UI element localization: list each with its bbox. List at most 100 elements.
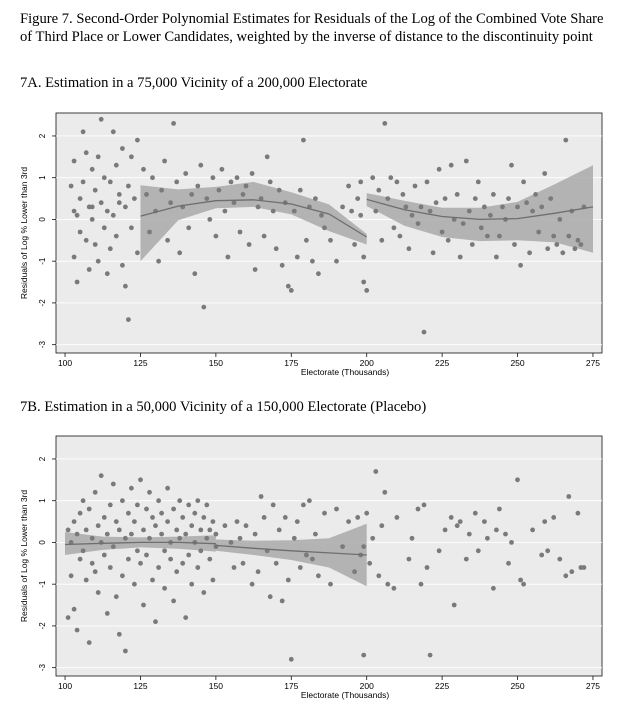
panel-b-data-point <box>294 519 300 524</box>
panel-a-data-point <box>132 196 137 201</box>
panel-a-fit-line-2 <box>366 198 594 221</box>
panel-a-data-point <box>382 121 388 126</box>
panel-a-data-point <box>71 158 77 164</box>
panel-b-data-point <box>509 540 514 545</box>
panel-a-data-point <box>207 217 213 222</box>
panel-b-y-tick-label: 0 <box>38 540 47 545</box>
panel-b-data-point <box>355 515 361 520</box>
panel-a-x-tick-label: 275 <box>586 358 600 368</box>
panel-a-data-point <box>186 225 192 231</box>
panel-b-data-point <box>156 498 162 504</box>
panel-a-data-point <box>267 179 273 185</box>
panel-a-data-point <box>494 254 499 260</box>
panel-a-data-point <box>572 246 578 252</box>
panel-b-data-point <box>228 540 234 545</box>
panel-b-data-point <box>213 531 219 537</box>
panel-a-x-tick-label: 125 <box>133 358 147 368</box>
panel-a-data-point <box>237 229 243 235</box>
panel-b-data-point <box>418 581 424 587</box>
panel-a-data-point <box>219 166 225 172</box>
panel-a-data-point <box>524 200 529 206</box>
panel-a-data-point <box>539 204 545 210</box>
panel-a-data-point <box>147 229 152 235</box>
panel-a-data-point <box>294 254 300 260</box>
panel-b-data-point <box>147 535 152 541</box>
panel-b-data-point <box>120 498 125 504</box>
panel-b-data-point <box>231 565 237 570</box>
panel-a-data-point <box>361 279 367 285</box>
panel-b-data-point <box>551 515 557 520</box>
panel-b-data-point <box>171 598 177 604</box>
panel-b-y-axis-label: Residuals of Log % Lower than 3rd <box>19 490 29 623</box>
panel-a-data-point <box>270 208 276 214</box>
panel-a-data-point <box>515 204 520 210</box>
panel-a-data-point <box>101 175 107 181</box>
panel-a-data-point <box>120 146 125 151</box>
panel-b-data-point <box>150 577 155 583</box>
panel-b-data-point <box>135 502 140 508</box>
panel-b-data-point <box>297 565 303 570</box>
panel-b-data-point <box>71 606 77 612</box>
panel-a-data-point <box>406 246 412 252</box>
panel-a-data-point <box>310 258 315 264</box>
panel-a-y-tick-label: 0 <box>38 217 47 222</box>
panel-b-data-point <box>68 540 74 545</box>
panel-b-data-point <box>204 502 210 508</box>
panel-a-data-point <box>500 204 505 210</box>
panel-b-data-point <box>267 594 273 600</box>
panel-a-data-point <box>123 204 128 210</box>
panel-b-data-point <box>74 627 80 633</box>
panel-a-data-point <box>554 242 560 247</box>
panel-a-data-point <box>255 204 261 210</box>
panel-b-data-point <box>107 565 113 570</box>
panel-a-title: 7A. Estimation in a 75,000 Vicinity of a… <box>20 75 368 91</box>
panel-a-data-point <box>566 233 572 239</box>
panel-b-x-tick-label: 100 <box>58 681 72 691</box>
panel-b-data-point <box>65 615 71 620</box>
chart-panel-a: -3 -2 -1 0 1 2 100 125 150 175 200 225 250 275 Elector… <box>19 112 603 377</box>
panel-a-data-point <box>512 242 517 247</box>
panel-a-data-point <box>361 254 367 260</box>
panel-a-data-point <box>397 233 403 239</box>
panel-b-data-point <box>144 552 149 558</box>
panel-a-data-point <box>68 183 74 189</box>
panel-b-data-point <box>141 527 146 533</box>
panel-a-data-point <box>198 162 204 168</box>
panel-a-data-point <box>252 267 258 272</box>
panel-b-data-point <box>207 556 213 562</box>
panel-a-x-tick-label: 225 <box>435 358 449 368</box>
panel-a-data-point <box>174 179 180 185</box>
panel-b-data-point <box>107 502 113 508</box>
panel-a-data-point <box>243 183 249 189</box>
panel-b-data-point <box>83 577 89 583</box>
panel-b-data-point <box>198 548 204 554</box>
panel-b-data-point <box>95 523 101 529</box>
panel-a-data-point <box>141 166 146 172</box>
panel-b-data-point <box>352 569 357 575</box>
panel-b-y-tick-label: 2 <box>38 456 47 461</box>
panel-a-data-point <box>210 175 216 181</box>
panel-b-data-point <box>86 506 92 512</box>
panel-a-data-point <box>451 217 457 222</box>
panel-a-data-point <box>418 204 424 210</box>
panel-a-data-point <box>95 154 101 160</box>
panel-b-data-point <box>162 585 168 591</box>
panel-a-data-point <box>104 271 110 277</box>
panel-a-data-point <box>355 196 361 201</box>
panel-b-data-point <box>98 473 104 479</box>
panel-a-data-point <box>385 196 391 201</box>
panel-a-data-point <box>352 242 357 247</box>
panel-b-data-point <box>234 519 240 524</box>
panel-a-data-point <box>457 254 463 260</box>
panel-a-data-point <box>436 166 442 172</box>
panel-b-data-point <box>475 548 481 554</box>
panel-b-data-point <box>307 498 312 504</box>
panel-b-data-point <box>409 535 415 541</box>
panel-a-data-point <box>497 233 502 239</box>
panel-b-data-point <box>304 552 309 558</box>
panel-b-data-point <box>159 510 165 516</box>
panel-b-data-point <box>83 527 89 533</box>
panel-a-data-point <box>116 200 122 206</box>
chart-panel-b: -3 -2 -1 0 1 2 100 125 150 175 200 225 250 275 Elector… <box>19 435 603 700</box>
panel-b-data-point <box>95 590 101 595</box>
